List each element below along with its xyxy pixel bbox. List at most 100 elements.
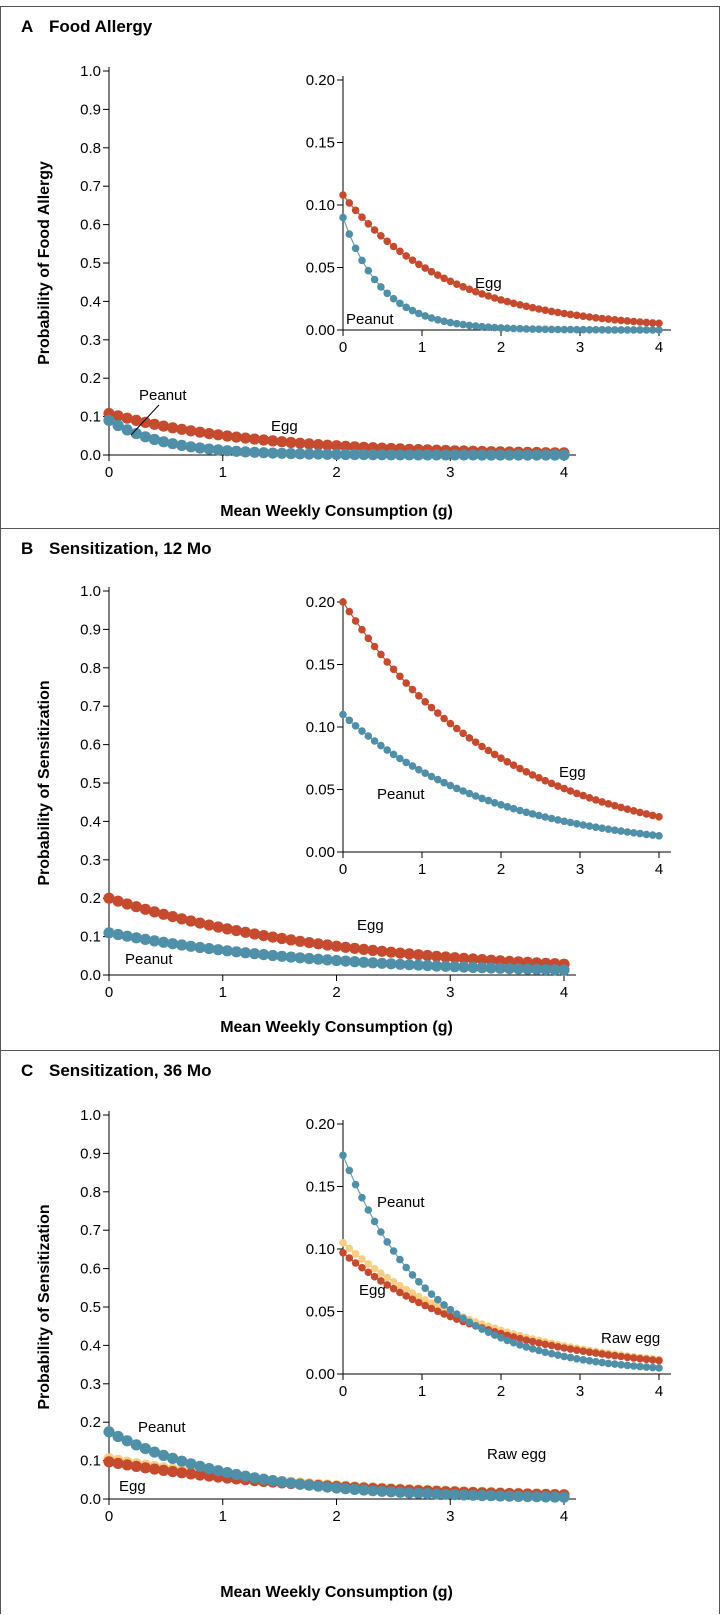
peanut-point	[540, 964, 552, 976]
peanut-point	[655, 832, 663, 840]
egg-point	[636, 808, 644, 817]
egg-point	[349, 942, 361, 954]
peanut-point	[490, 323, 499, 332]
egg-point	[376, 945, 388, 957]
peanut-point	[358, 449, 370, 461]
raw_egg-point	[364, 1260, 373, 1268]
y-axis-title: Probability of Sensitization	[36, 1204, 53, 1409]
peanut-point	[592, 823, 600, 831]
egg-point	[585, 313, 594, 321]
peanut-point	[385, 449, 397, 461]
egg-point	[358, 213, 366, 221]
egg-point	[617, 803, 625, 812]
peanut-point	[476, 962, 488, 974]
peanut-point	[230, 946, 242, 958]
peanut-point	[560, 325, 568, 334]
egg-point	[130, 1460, 142, 1472]
peanut-point	[560, 1352, 568, 1361]
peanut-point	[402, 758, 411, 767]
peanut-point	[194, 941, 206, 954]
peanut-point	[340, 955, 352, 967]
egg-point	[478, 742, 486, 751]
peanut-point	[617, 1361, 625, 1369]
egg-point	[427, 267, 436, 276]
egg-point	[351, 206, 360, 215]
peanut-point	[194, 442, 206, 454]
peanut-point	[330, 448, 343, 460]
peanut-point	[446, 1305, 455, 1314]
x-tick-label: 4	[655, 339, 663, 356]
peanut-point	[471, 792, 480, 800]
inset-egg-label: Egg	[559, 764, 586, 781]
peanut-point	[509, 324, 518, 333]
egg-point	[345, 1254, 354, 1262]
peanut-point	[376, 449, 388, 461]
inset-series	[339, 1151, 663, 1372]
peanut-point	[408, 1271, 417, 1279]
food-allergy-chart: 0 1 2 3 4 0.0 0.1 0.2 0.3 0.4 0.5 0.6 0.7 0.8 0.9 1.0 Me…	[36, 63, 671, 520]
x-tick-label: 2	[497, 1383, 505, 1400]
x-axis-title: Mean Weekly Consumption (g)	[220, 1584, 453, 1601]
peanut-point	[585, 326, 594, 334]
peanut-point	[203, 1463, 215, 1475]
peanut-point	[176, 939, 188, 951]
peanut-point	[642, 326, 651, 334]
peanut-point	[535, 811, 543, 820]
y-tick-label: 0.0	[80, 967, 101, 984]
peanut-point	[522, 963, 534, 975]
peanut-point	[402, 1263, 411, 1272]
peanut-point	[522, 808, 531, 817]
x-tick-label: 2	[497, 861, 505, 878]
peanut-point	[340, 448, 352, 461]
peanut-point	[258, 447, 270, 459]
peanut-point	[522, 325, 531, 333]
peanut-point	[531, 1491, 543, 1503]
peanut-point	[566, 325, 575, 334]
egg-point	[465, 285, 474, 294]
raw_egg-point	[339, 1239, 347, 1247]
egg-point	[490, 750, 499, 759]
peanut-point	[364, 732, 373, 740]
egg-point	[158, 420, 170, 432]
peanut-point	[490, 1331, 499, 1339]
peanut-point	[408, 762, 417, 770]
egg-point	[176, 1467, 188, 1479]
peanut-point	[623, 326, 632, 334]
egg-point	[554, 782, 562, 790]
egg-point	[185, 425, 197, 437]
axes: 0 1 2 3 4 0.0 0.1 0.2 0.3 0.4 0.5 0.6 0.7 0.8 0.9 1.0	[80, 1107, 576, 1525]
egg-point	[176, 913, 188, 925]
inset-raw_egg-label: Raw egg	[601, 1330, 660, 1347]
y-tick-label: 0.6	[80, 1261, 101, 1278]
y-tick-label: 0.15	[306, 657, 335, 674]
egg-point	[285, 436, 297, 449]
peanut-point	[471, 322, 480, 330]
peanut-point	[573, 325, 581, 334]
peanut-point	[249, 948, 261, 960]
egg-point	[579, 312, 587, 321]
y-tick-label: 0.5	[80, 255, 101, 272]
peanut-point	[541, 1348, 549, 1356]
peanut-point	[351, 722, 360, 730]
peanut-point	[221, 445, 233, 457]
egg-point	[592, 1349, 600, 1357]
egg-line	[342, 601, 660, 818]
egg-point	[185, 915, 197, 927]
egg-point	[385, 946, 397, 958]
egg-point	[598, 1350, 606, 1358]
peanut-point	[440, 1301, 448, 1309]
egg-point	[648, 811, 657, 820]
raw_egg-point	[345, 1244, 354, 1253]
egg-point	[370, 1272, 379, 1281]
egg-point	[340, 440, 352, 452]
peanut-point	[503, 1490, 515, 1502]
egg-point	[566, 787, 575, 795]
x-tick-label: 3	[576, 1383, 584, 1400]
peanut-point	[592, 1357, 600, 1366]
egg-point	[148, 1463, 161, 1475]
egg-point	[497, 754, 505, 762]
egg-point	[408, 685, 417, 694]
egg-point	[276, 932, 288, 945]
egg-point	[446, 277, 455, 286]
egg-point	[604, 1351, 613, 1359]
